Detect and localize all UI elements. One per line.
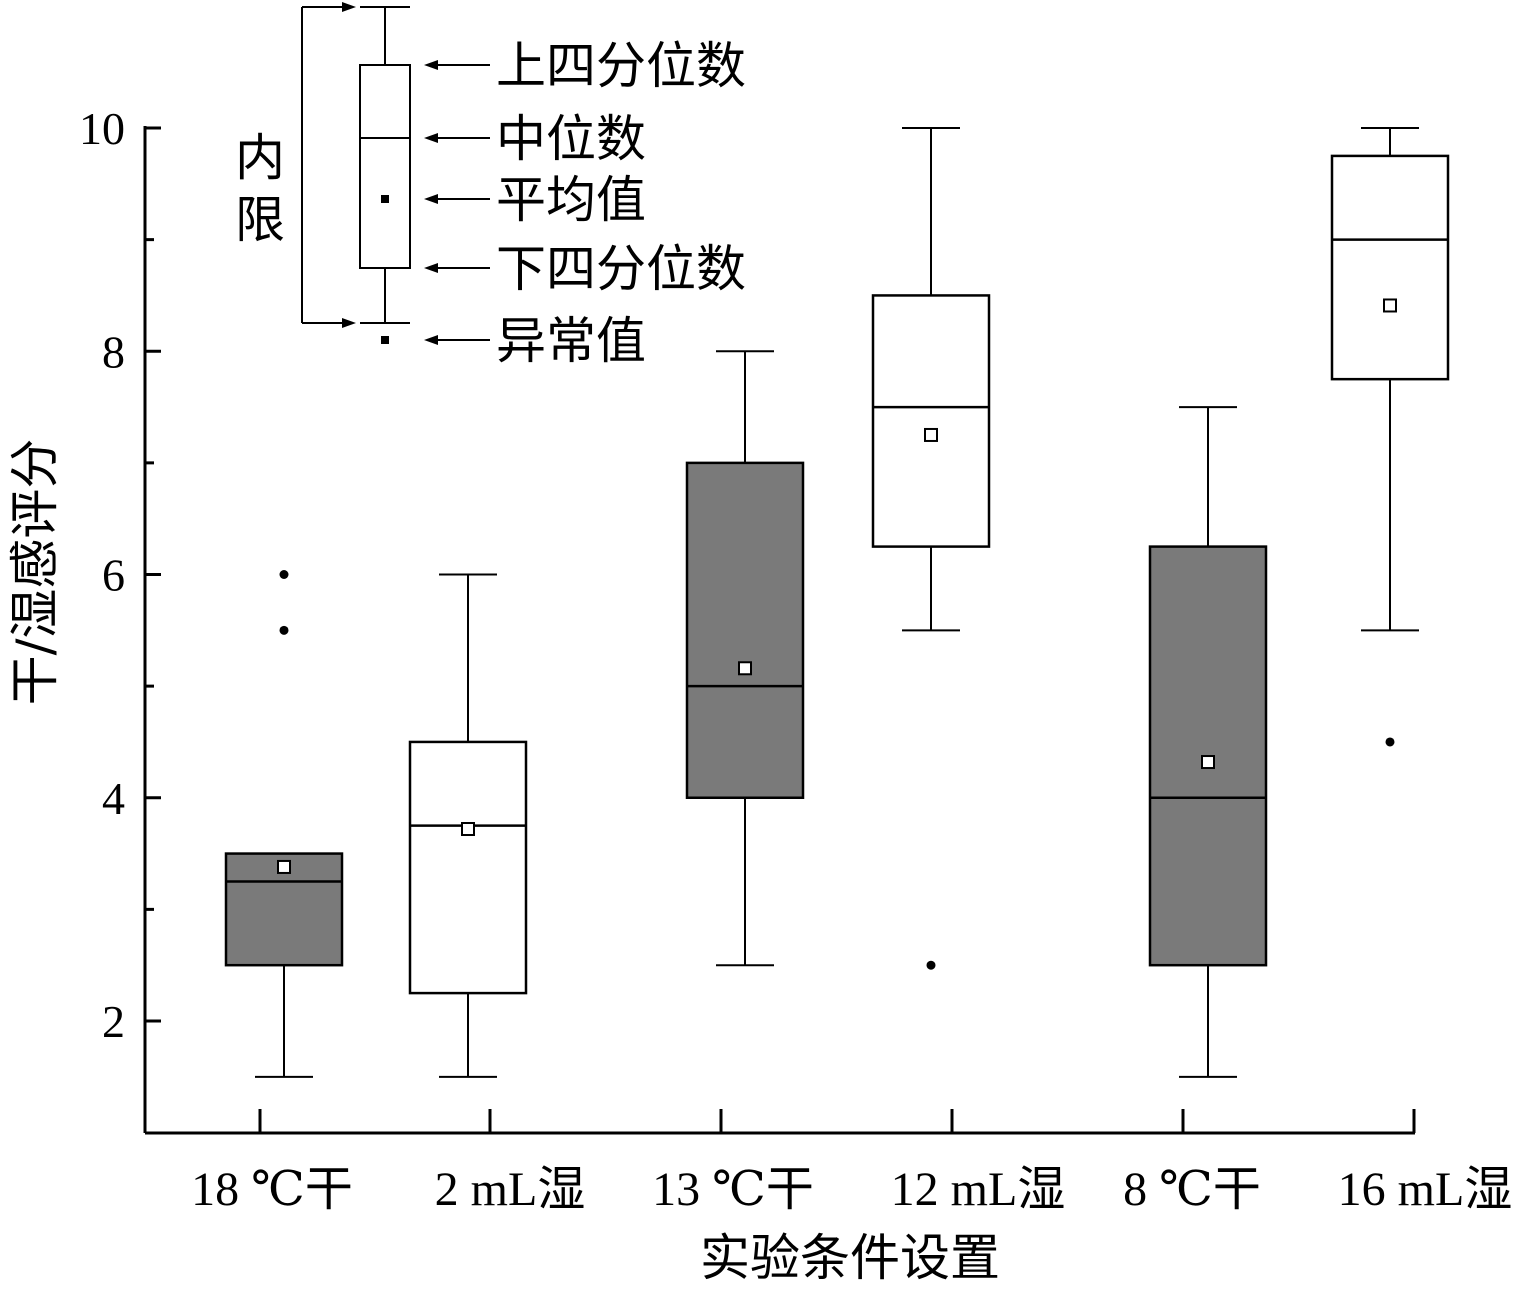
box-group <box>1148 406 1268 1078</box>
iqr-box <box>685 461 805 799</box>
x-tick-label: 8 ℃干 <box>1123 1163 1261 1216</box>
legend-item-label: 下四分位数 <box>496 240 746 298</box>
mean-marker <box>924 427 938 442</box>
box-group <box>408 573 528 1078</box>
y-tick-label: 4 <box>102 773 125 824</box>
y-tick-label: 8 <box>102 326 125 377</box>
box-group <box>1330 127 1450 747</box>
x-tick-label: 12 mL湿 <box>891 1163 1066 1216</box>
y-tick-label: 10 <box>79 103 125 154</box>
legend-bracket-top-arrow <box>342 2 356 12</box>
x-tick-label: 13 ℃干 <box>652 1163 814 1216</box>
y-tick-label: 6 <box>102 550 125 601</box>
x-tick-label: 18 ℃干 <box>191 1163 353 1216</box>
iqr-box <box>1330 154 1450 381</box>
x-axis-title: 实验条件设置 <box>700 1229 1000 1287</box>
outlier-point <box>279 625 289 635</box>
y-tick-label: 2 <box>102 996 125 1047</box>
iqr-box <box>871 294 991 548</box>
box-group <box>871 127 991 970</box>
legend-item-arrowhead <box>424 194 438 204</box>
mean-marker <box>1383 298 1397 313</box>
box-group <box>224 570 344 1078</box>
legend-item-arrowhead <box>424 263 438 273</box>
outlier-point <box>1385 737 1395 747</box>
mean-marker <box>277 859 291 874</box>
legend-outlier-marker <box>381 336 389 344</box>
legend-item-arrowhead <box>424 60 438 70</box>
outlier-point <box>279 570 289 579</box>
legend-item-label: 异常值 <box>496 312 646 370</box>
y-axis-title: 干/湿感评分 <box>6 439 64 706</box>
legend-item-label: 平均值 <box>496 171 646 229</box>
legend-item-arrowhead <box>424 335 438 345</box>
legend-bracket-bottom-arrow <box>342 318 356 328</box>
x-tick-label: 2 mL湿 <box>435 1163 586 1216</box>
iqr-box <box>408 740 528 995</box>
legend-mean-marker <box>381 195 389 203</box>
outlier-point <box>926 960 936 970</box>
legend-item-arrowhead <box>424 133 438 143</box>
x-tick-label: 16 mL湿 <box>1338 1163 1513 1216</box>
legend-item-label: 中位数 <box>496 110 646 168</box>
legend-box <box>359 64 411 269</box>
mean-marker <box>461 822 475 837</box>
mean-marker <box>738 661 752 676</box>
box-group <box>685 350 805 967</box>
legend-bracket-label: 限 <box>235 191 285 249</box>
legend-bracket-label: 内 <box>235 129 285 187</box>
legend-item-label: 上四分位数 <box>496 37 746 95</box>
mean-marker <box>1201 755 1215 770</box>
